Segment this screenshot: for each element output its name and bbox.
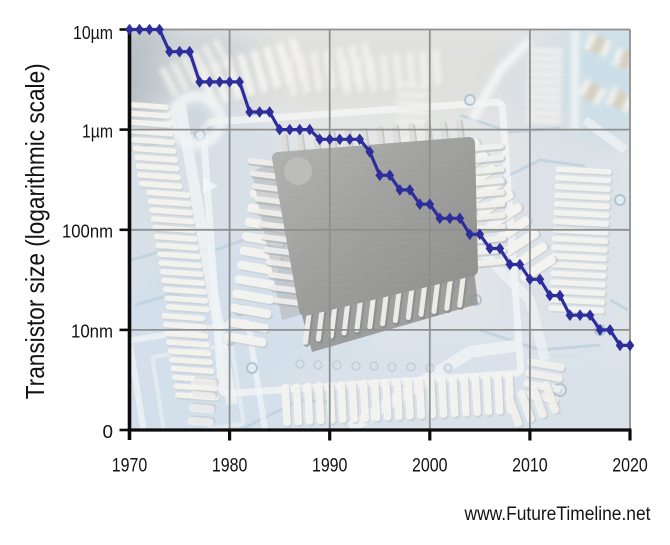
svg-text:10nm: 10nm [71,321,113,342]
svg-text:2000: 2000 [412,454,448,476]
svg-text:1µm: 1µm [82,120,113,141]
svg-text:1990: 1990 [312,454,348,476]
svg-text:2020: 2020 [612,454,648,476]
svg-text:1970: 1970 [112,454,148,476]
svg-text:0: 0 [103,421,114,442]
svg-text:10µm: 10µm [73,22,113,43]
svg-text:100nm: 100nm [62,221,113,242]
svg-text:www.FutureTimeline.net: www.FutureTimeline.net [464,504,652,525]
svg-text:1980: 1980 [212,454,248,476]
svg-text:2010: 2010 [512,454,548,476]
svg-text:Transistor size (logarithmic s: Transistor size (logarithmic scale) [20,63,50,399]
